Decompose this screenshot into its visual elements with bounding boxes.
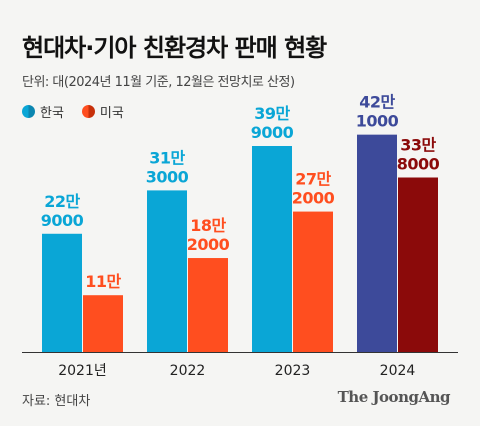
bar-korea-3 bbox=[357, 134, 397, 352]
data-label-usa-1-0: 18만 bbox=[190, 216, 226, 235]
bar-usa-1 bbox=[188, 258, 228, 352]
data-label-korea-3-0: 42만 bbox=[359, 93, 395, 112]
data-label-korea-1-0: 31만 bbox=[149, 148, 185, 167]
legend-swatch-korea bbox=[22, 105, 35, 118]
x-tick-label-0: 2021년 bbox=[58, 363, 107, 379]
legend-label-usa: 미국 bbox=[99, 106, 124, 121]
legend-item-usa: 미국 bbox=[81, 102, 124, 121]
bar-usa-0 bbox=[83, 295, 123, 352]
data-label-korea-0-1: 9000 bbox=[41, 211, 84, 230]
source-note: 자료: 현대차 bbox=[22, 394, 91, 409]
bar-korea-2 bbox=[252, 146, 292, 352]
data-label-usa-3-0: 33만 bbox=[400, 135, 436, 154]
x-tick-label-3: 2024 bbox=[380, 363, 416, 379]
data-label-korea-1-1: 3000 bbox=[146, 167, 189, 186]
data-label-korea-3-1: 1000 bbox=[356, 112, 399, 131]
data-label-usa-2-0: 27만 bbox=[295, 170, 331, 189]
data-label-usa-3-1: 8000 bbox=[397, 154, 440, 173]
x-tick-label-1: 2022 bbox=[170, 363, 206, 379]
data-label-usa-1-1: 2000 bbox=[187, 235, 230, 254]
data-label-usa-2-1: 2000 bbox=[292, 189, 335, 208]
legend-item-korea: 한국 bbox=[22, 102, 64, 121]
data-label-korea-2-1: 9000 bbox=[251, 123, 294, 142]
data-label-korea-2-0: 39만 bbox=[254, 104, 290, 123]
unit-note: 단위: 대(2024년 11월 기준, 12월은 전망치로 산정) bbox=[22, 75, 295, 90]
legend-swatch-usa bbox=[81, 105, 95, 118]
legend-label-korea: 한국 bbox=[40, 106, 64, 121]
bar-korea-1 bbox=[147, 190, 187, 352]
bar-korea-0 bbox=[42, 233, 82, 352]
bar-usa-2 bbox=[293, 211, 333, 352]
data-label-usa-0-0: 11만 bbox=[85, 272, 121, 291]
data-label-korea-0-0: 22만 bbox=[44, 192, 80, 211]
publisher-logo: The JoongAng bbox=[337, 388, 451, 406]
legend: 한국 미국 bbox=[22, 102, 142, 121]
bar-usa-3 bbox=[398, 177, 438, 352]
chart-title: 현대차·기아 친환경차 판매 현황 bbox=[22, 34, 327, 62]
x-tick-label-2: 2023 bbox=[275, 363, 311, 379]
